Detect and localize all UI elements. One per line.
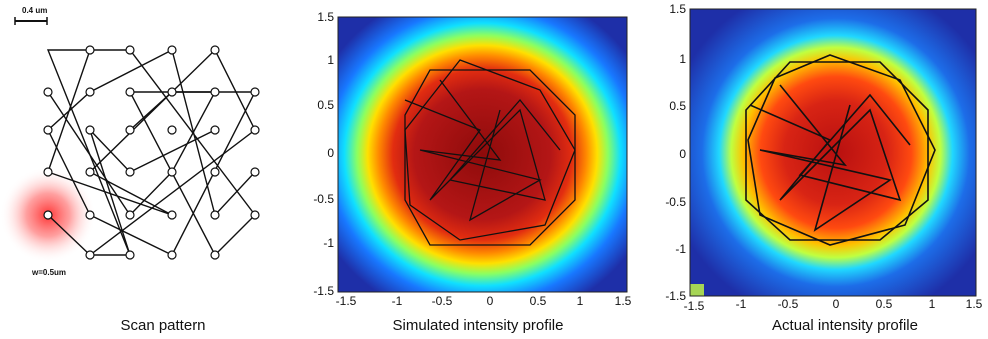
sim-ytick: -1.5 bbox=[313, 284, 334, 298]
sim-ytick: 0 bbox=[327, 146, 334, 160]
actual-heatmap bbox=[690, 9, 976, 296]
simulated-y-ticks: 1.5 1 0.5 0 -0.5 -1 -1.5 bbox=[313, 10, 334, 298]
act-xtick: -1.5 bbox=[684, 299, 705, 313]
act-ytick: -0.5 bbox=[665, 195, 686, 209]
act-xtick: 0.5 bbox=[876, 297, 893, 311]
sim-ytick: 1 bbox=[327, 53, 334, 67]
beam-width-label: w=0.5um bbox=[31, 268, 66, 277]
caption-scan-pattern: Scan pattern bbox=[120, 317, 205, 334]
act-xtick: 1 bbox=[929, 297, 936, 311]
act-xtick: 0 bbox=[833, 297, 840, 311]
sim-xtick: -0.5 bbox=[432, 294, 453, 308]
simulated-x-ticks: -1.5 -1 -0.5 0 0.5 1 1.5 bbox=[336, 294, 632, 308]
sim-xtick: 1 bbox=[577, 294, 584, 308]
act-xtick: -1 bbox=[736, 297, 747, 311]
act-ytick: -1.5 bbox=[665, 289, 686, 303]
actual-frame bbox=[689, 8, 977, 297]
sim-ytick: 1.5 bbox=[317, 10, 334, 24]
sim-ytick: -1 bbox=[323, 236, 334, 250]
sim-xtick: 1.5 bbox=[615, 294, 632, 308]
act-xtick: -0.5 bbox=[778, 297, 799, 311]
actual-y-ticks: 1.5 1 0.5 0 -0.5 -1 -1.5 bbox=[665, 2, 686, 303]
sim-xtick: -1 bbox=[392, 294, 403, 308]
caption-actual: Actual intensity profile bbox=[772, 317, 918, 334]
act-xtick: 1.5 bbox=[966, 297, 983, 311]
simulated-heatmap bbox=[338, 17, 627, 292]
scale-bar-label: 0.4 um bbox=[22, 6, 47, 15]
act-ytick: 1.5 bbox=[669, 2, 686, 16]
actual-corner-artifact bbox=[690, 284, 704, 296]
actual-panel: 1.5 1 0.5 0 -0.5 -1 -1.5 -1.5 -1 -0.5 0 … bbox=[665, 2, 982, 313]
simulated-panel: 1.5 1 0.5 0 -0.5 -1 -1.5 -1.5 -1 -0.5 0 … bbox=[313, 10, 631, 308]
sim-ytick: 0.5 bbox=[317, 98, 334, 112]
scan-pattern-panel: 0.4 um w=0.5um bbox=[0, 6, 260, 277]
act-ytick: 0.5 bbox=[669, 99, 686, 113]
simulated-frame bbox=[337, 16, 628, 293]
actual-pattern-overlay bbox=[745, 54, 936, 246]
sim-ytick: -0.5 bbox=[313, 192, 334, 206]
scan-points bbox=[43, 45, 260, 260]
act-ytick: 0 bbox=[679, 147, 686, 161]
caption-simulated: Simulated intensity profile bbox=[393, 317, 564, 334]
sim-xtick: -1.5 bbox=[336, 294, 357, 308]
sim-xtick: 0.5 bbox=[530, 294, 547, 308]
act-ytick: -1 bbox=[675, 242, 686, 256]
actual-x-ticks: -1.5 -1 -0.5 0 0.5 1 1.5 bbox=[684, 297, 983, 313]
simulated-pattern-overlay bbox=[404, 59, 576, 246]
act-ytick: 1 bbox=[679, 52, 686, 66]
sim-xtick: 0 bbox=[487, 294, 494, 308]
